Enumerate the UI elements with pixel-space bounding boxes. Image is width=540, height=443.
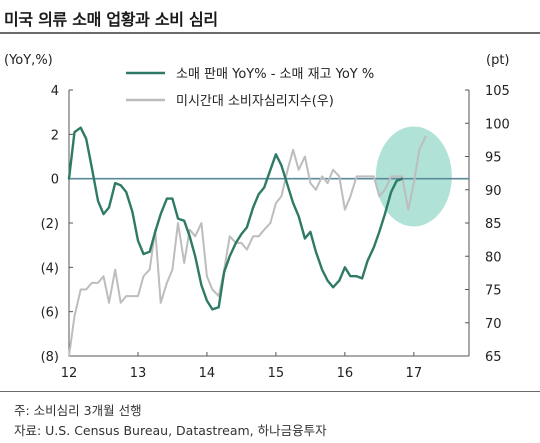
series-line-sentiment xyxy=(68,135,427,357)
right-axis-ticks: 105 100 95 90 85 80 75 70 65 xyxy=(465,84,510,365)
left-tick-label: (4) xyxy=(41,261,59,276)
left-axis-unit: (YoY,%) xyxy=(4,53,53,68)
x-tick-label: 12 xyxy=(61,366,78,381)
right-tick-label: 95 xyxy=(485,151,502,166)
left-tick-label: (8) xyxy=(41,350,59,365)
x-tick-label: 16 xyxy=(337,366,354,381)
top-divider xyxy=(0,32,540,34)
left-tick-label: 0 xyxy=(51,173,59,188)
bottom-divider xyxy=(0,391,540,392)
right-tick-label: 65 xyxy=(485,350,502,365)
right-tick-label: 75 xyxy=(485,284,502,299)
right-tick-label: 100 xyxy=(485,117,510,132)
highlight-ellipse xyxy=(375,126,452,227)
x-axis-ticks: 12 13 14 15 16 17 xyxy=(61,352,422,381)
x-tick-label: 13 xyxy=(130,366,147,381)
legend: 소매 판매 YoY% - 소매 재고 YoY % 미시간대 소비자심리지수(우) xyxy=(126,67,374,109)
left-tick-label: (6) xyxy=(41,306,59,321)
chart-title: 미국 의류 소매 업황과 소비 심리 xyxy=(4,10,218,29)
right-tick-label: 80 xyxy=(485,250,502,265)
x-tick-label: 15 xyxy=(268,366,285,381)
right-tick-label: 90 xyxy=(485,184,502,199)
right-tick-label: 105 xyxy=(485,84,510,99)
left-tick-label: 4 xyxy=(51,84,59,99)
legend-label-sentiment: 미시간대 소비자심리지수(우) xyxy=(176,94,334,109)
right-axis-unit: (pt) xyxy=(486,53,510,68)
source-note: 자료: U.S. Census Bureau, Datastream, 하나금융… xyxy=(14,423,327,438)
series-line-retail xyxy=(67,126,404,311)
right-tick-label: 70 xyxy=(485,317,502,332)
left-axis-ticks: 4 2 0 (2) (4) (6) (8) xyxy=(41,84,73,365)
legend-label-retail: 소매 판매 YoY% - 소매 재고 YoY % xyxy=(176,67,374,82)
series-group xyxy=(67,126,427,357)
x-tick-label: 17 xyxy=(406,366,423,381)
x-tick-label: 14 xyxy=(199,366,216,381)
left-tick-label: 2 xyxy=(51,128,59,143)
right-tick-label: 85 xyxy=(485,217,502,232)
left-tick-label: (2) xyxy=(41,217,59,232)
footnote: 주: 소비심리 3개월 선행 xyxy=(14,403,142,418)
